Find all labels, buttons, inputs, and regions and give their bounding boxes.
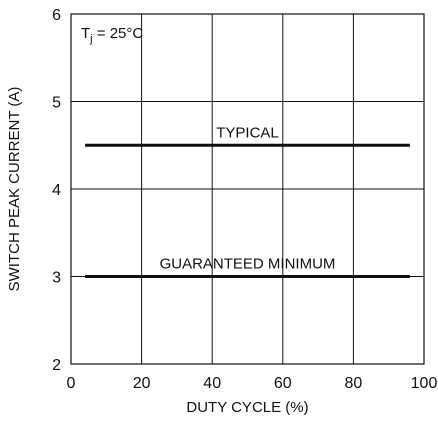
y-tick-label: 4 (52, 182, 61, 199)
y-tick-label: 3 (52, 270, 61, 287)
x-tick-labels: 0 20 40 60 80 100 (67, 375, 438, 392)
y-tick-label: 2 (52, 357, 61, 374)
y-tick-labels: 2 3 4 5 6 (52, 7, 61, 374)
series-label-guaranteed-minimum: GUARANTEED MINIMUM (160, 256, 336, 273)
x-tick-label: 40 (203, 375, 221, 392)
condition-symbol: T (81, 25, 90, 42)
x-tick-label: 60 (274, 375, 292, 392)
plot-frame (70, 13, 425, 365)
y-tick-label: 5 (52, 95, 61, 112)
y-axis-label: SWITCH PEAK CURRENT (A) (6, 87, 23, 292)
grid (71, 14, 424, 364)
x-tick-label: 100 (411, 375, 438, 392)
series-label-typical: TYPICAL (216, 124, 279, 141)
x-tick-label: 80 (345, 375, 363, 392)
series-lines (85, 143, 410, 278)
condition-subscript: j (89, 33, 92, 45)
x-axis-label: DUTY CYCLE (%) (186, 399, 308, 416)
condition-value: = 25°C (93, 25, 144, 42)
y-tick-label: 6 (52, 7, 61, 24)
temperature-condition: Tj = 25°C (81, 25, 143, 45)
x-tick-label: 20 (133, 375, 151, 392)
x-tick-label: 0 (67, 375, 76, 392)
